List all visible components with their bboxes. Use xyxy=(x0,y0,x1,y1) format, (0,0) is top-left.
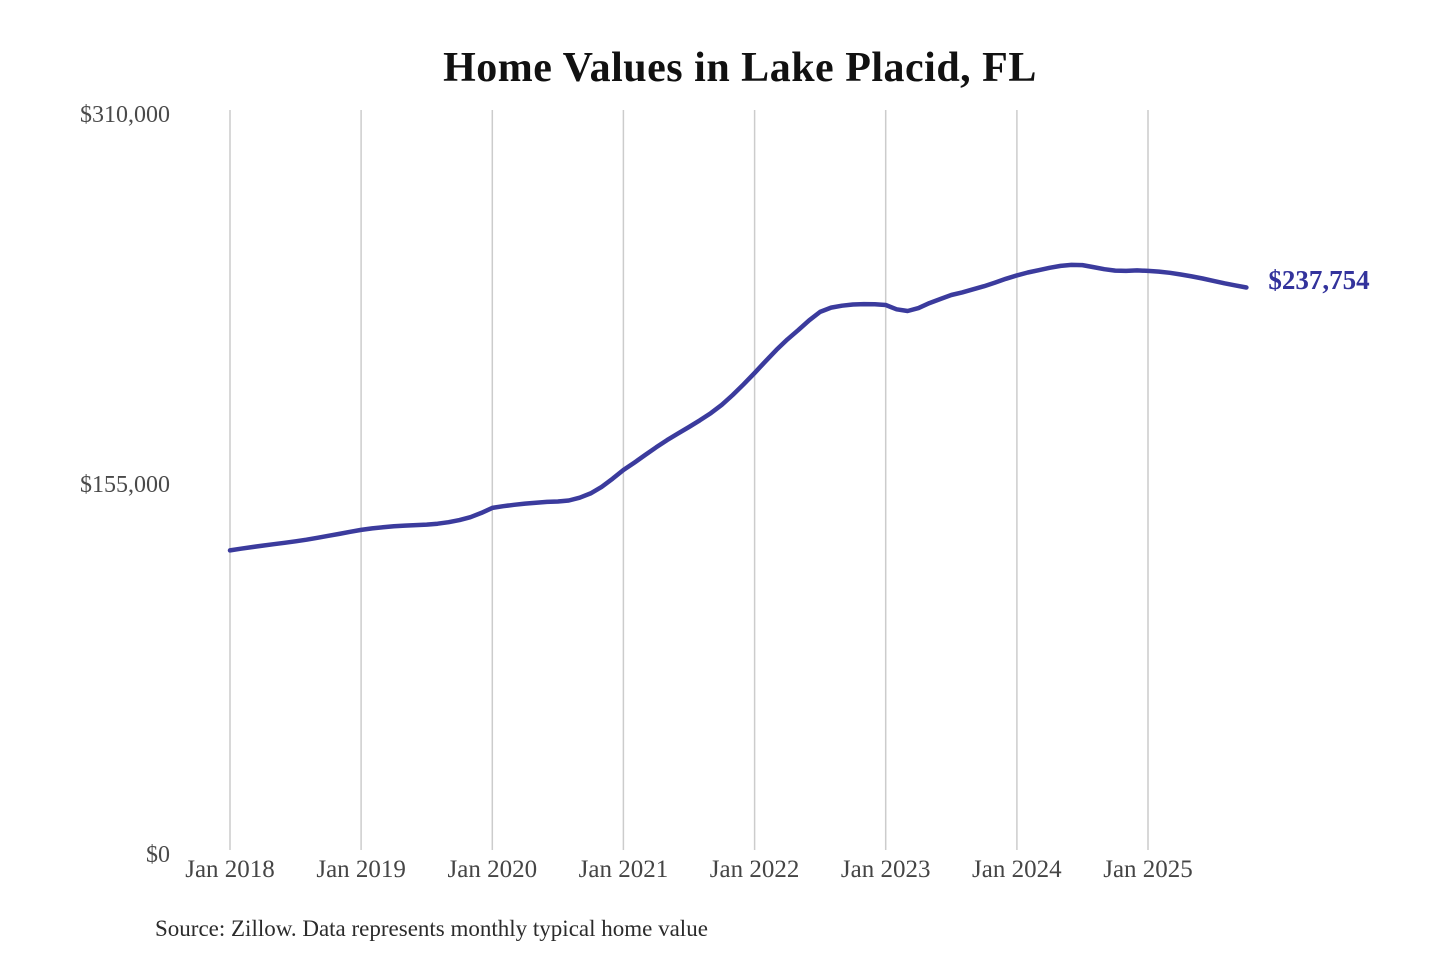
latest-value-label: $237,754 xyxy=(1268,265,1370,296)
source-note: Source: Zillow. Data represents monthly … xyxy=(155,916,708,941)
home-value-line xyxy=(227,262,1249,553)
x-tick-label: Jan 2025 xyxy=(1103,856,1193,883)
x-tick-label: Jan 2022 xyxy=(709,856,800,883)
vertical-gridlines xyxy=(229,110,1149,850)
y-tick-label: $0 xyxy=(146,842,170,868)
y-tick-label: $310,000 xyxy=(80,102,170,128)
x-tick-label: Jan 2021 xyxy=(578,856,669,883)
x-tick-label: Jan 2024 xyxy=(972,856,1062,883)
chart-title: Home Values in Lake Placid, FL xyxy=(443,45,1037,91)
x-tick-label: Jan 2020 xyxy=(447,856,538,883)
x-tick-label: Jan 2018 xyxy=(185,856,275,883)
x-tick-label: Jan 2023 xyxy=(840,856,931,883)
x-tick-label: Jan 2019 xyxy=(316,856,406,883)
y-tick-label: $155,000 xyxy=(80,472,170,498)
